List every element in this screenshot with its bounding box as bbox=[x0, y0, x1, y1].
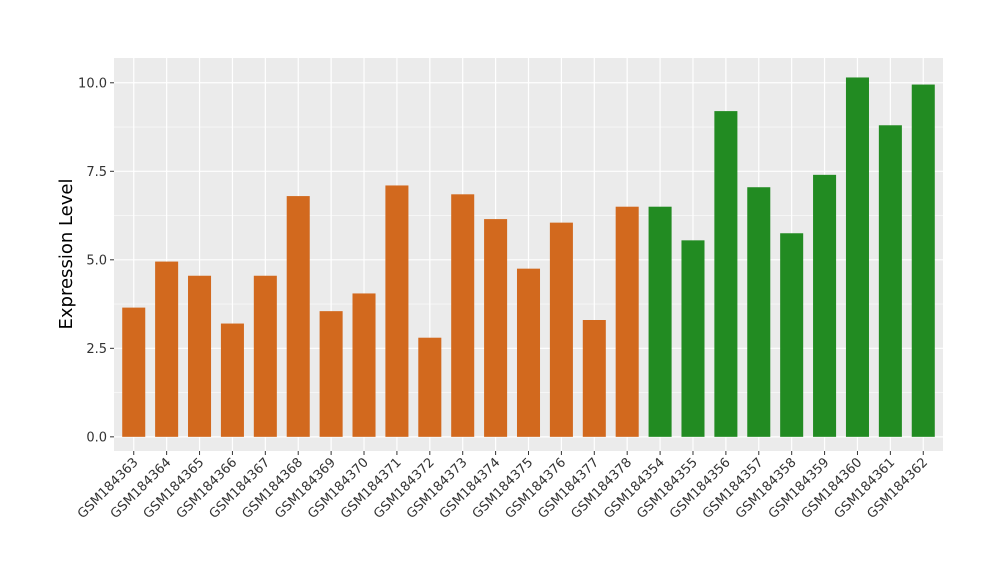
y-tick-label: 5.0 bbox=[86, 253, 107, 268]
y-axis-title: Expression Level bbox=[56, 179, 77, 330]
bar-GSM184370 bbox=[352, 293, 376, 437]
bar-GSM184372 bbox=[418, 337, 442, 437]
bar-GSM184357 bbox=[747, 187, 771, 437]
bars bbox=[122, 77, 935, 437]
bar-GSM184369 bbox=[319, 311, 343, 437]
y-tick-label: 10.0 bbox=[78, 76, 107, 91]
bar-GSM184366 bbox=[220, 323, 244, 437]
bar-GSM184358 bbox=[780, 233, 804, 437]
bar-GSM184356 bbox=[714, 111, 738, 437]
bar-GSM184376 bbox=[549, 222, 573, 437]
bar-GSM184374 bbox=[484, 219, 508, 437]
bar-GSM184373 bbox=[451, 194, 475, 437]
bar-GSM184364 bbox=[155, 261, 179, 437]
bar-GSM184363 bbox=[122, 307, 146, 437]
x-axis: GSM184363GSM184364GSM184365GSM184366GSM1… bbox=[75, 451, 931, 522]
bar-GSM184365 bbox=[188, 275, 212, 437]
y-tick-label: 0.0 bbox=[86, 430, 107, 445]
bar-GSM184367 bbox=[253, 275, 277, 437]
y-axis: 0.0 2.5 5.0 7.5 10.0 bbox=[78, 76, 114, 445]
bar-GSM184354 bbox=[648, 206, 672, 437]
bar-GSM184375 bbox=[516, 268, 541, 437]
bar-GSM184361 bbox=[878, 125, 902, 437]
bar-GSM184360 bbox=[845, 77, 869, 437]
bar-GSM184362 bbox=[911, 84, 935, 437]
bar-GSM184355 bbox=[681, 240, 705, 437]
bar-GSM184359 bbox=[813, 174, 837, 437]
y-tick-label: 2.5 bbox=[86, 342, 107, 357]
bar-GSM184377 bbox=[582, 320, 606, 437]
bar-GSM184368 bbox=[286, 196, 310, 437]
bar-GSM184371 bbox=[385, 185, 409, 437]
y-tick-label: 7.5 bbox=[86, 165, 107, 180]
bar-GSM184378 bbox=[615, 206, 639, 437]
